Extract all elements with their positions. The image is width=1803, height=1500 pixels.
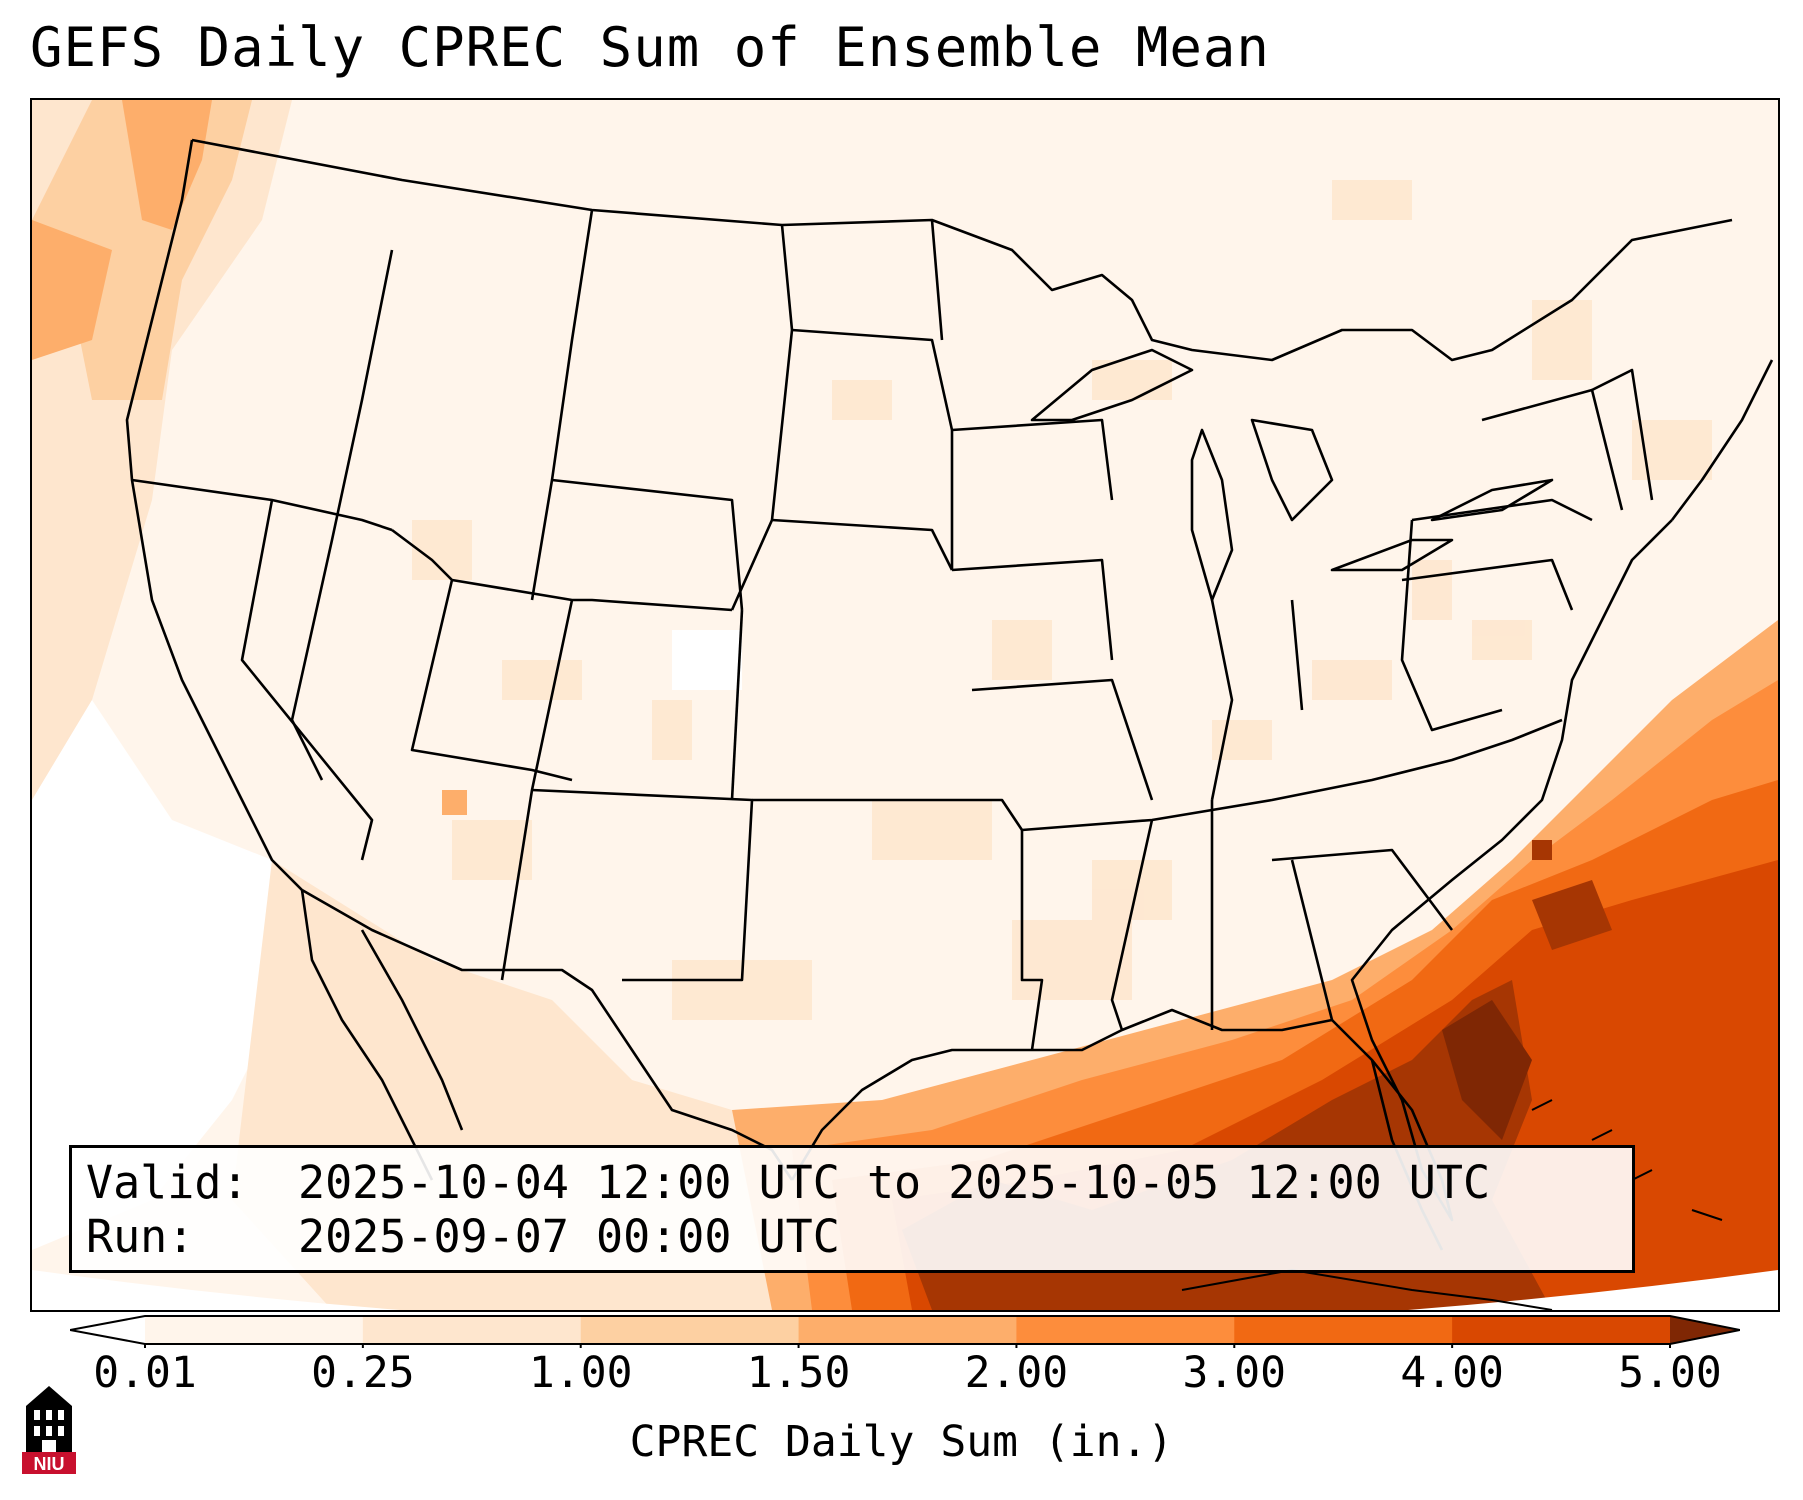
map-title: GEFS Daily CPREC Sum of Ensemble Mean (30, 16, 1270, 79)
valid-value: 2025-10-04 12:00 UTC to 2025-10-05 12:00… (298, 1156, 1491, 1209)
map-frame[interactable]: Valid: 2025-10-04 12:00 UTC to 2025-10-05… (30, 98, 1780, 1312)
colorbar-tick-label: 0.25 (311, 1348, 415, 1398)
colorbar-segment (1016, 1316, 1235, 1344)
colorbar-tick-label: 4.00 (1400, 1348, 1504, 1398)
colorbar-segment (580, 1316, 800, 1344)
colorbar-tick-label: 1.50 (746, 1348, 851, 1398)
colorbar-over-extension (1670, 1316, 1740, 1344)
niu-logo: NIU (22, 1386, 76, 1474)
colorbar-ticks: 0.01 0.25 1.00 1.50 2.00 3.00 4.00 5.00 (0, 1348, 1803, 1408)
colorbar-label: CPREC Daily Sum (in.) (629, 1417, 1174, 1467)
colorbar-segment (1234, 1316, 1453, 1344)
colorbar-tick-label: 0.01 (93, 1348, 197, 1398)
colorbar-tick-label: 3.00 (1182, 1348, 1287, 1398)
precip-field (32, 100, 1778, 1310)
run-label: Run: (86, 1210, 195, 1263)
run-value: 2025-09-07 00:00 UTC (298, 1210, 840, 1263)
colorbar-segment (362, 1316, 582, 1344)
valid-label: Valid: (86, 1156, 249, 1209)
colorbar (70, 1315, 1740, 1348)
valid-row: Valid: 2025-10-04 12:00 UTC to 2025-10-05… (86, 1156, 1618, 1210)
run-row: Run: 2025-09-07 00:00 UTC (86, 1210, 1618, 1264)
state-borders (125, 138, 1774, 1310)
projection-edge (32, 1270, 1778, 1310)
colorbar-under-extension (70, 1316, 145, 1344)
colorbar-segment (1452, 1316, 1671, 1344)
colorbar-segment (798, 1316, 1017, 1344)
precip-map[interactable] (32, 100, 1778, 1310)
niu-logo-text: NIU (34, 1454, 65, 1474)
colorbar-segment (145, 1316, 364, 1344)
colorbar-tick-label: 5.00 (1618, 1348, 1722, 1398)
valid-run-box: Valid: 2025-10-04 12:00 UTC to 2025-10-05… (69, 1145, 1635, 1273)
colorbar-tick-label: 2.00 (964, 1348, 1069, 1398)
colorbar-tick-label: 1.00 (528, 1348, 633, 1398)
